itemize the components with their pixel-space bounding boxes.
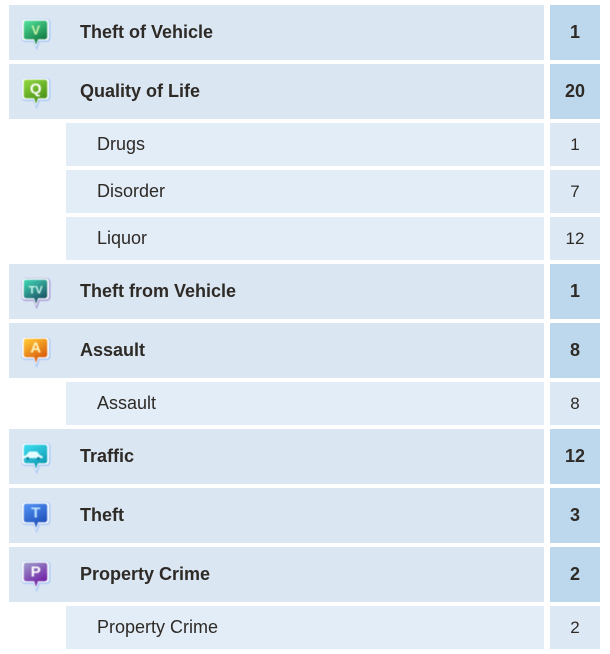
svg-text:Q: Q bbox=[30, 80, 42, 97]
svg-text:T: T bbox=[31, 504, 40, 521]
svg-text:TV: TV bbox=[29, 284, 44, 296]
svg-text:P: P bbox=[31, 563, 41, 580]
svg-text:A: A bbox=[30, 339, 41, 356]
svg-text:V: V bbox=[31, 22, 40, 37]
